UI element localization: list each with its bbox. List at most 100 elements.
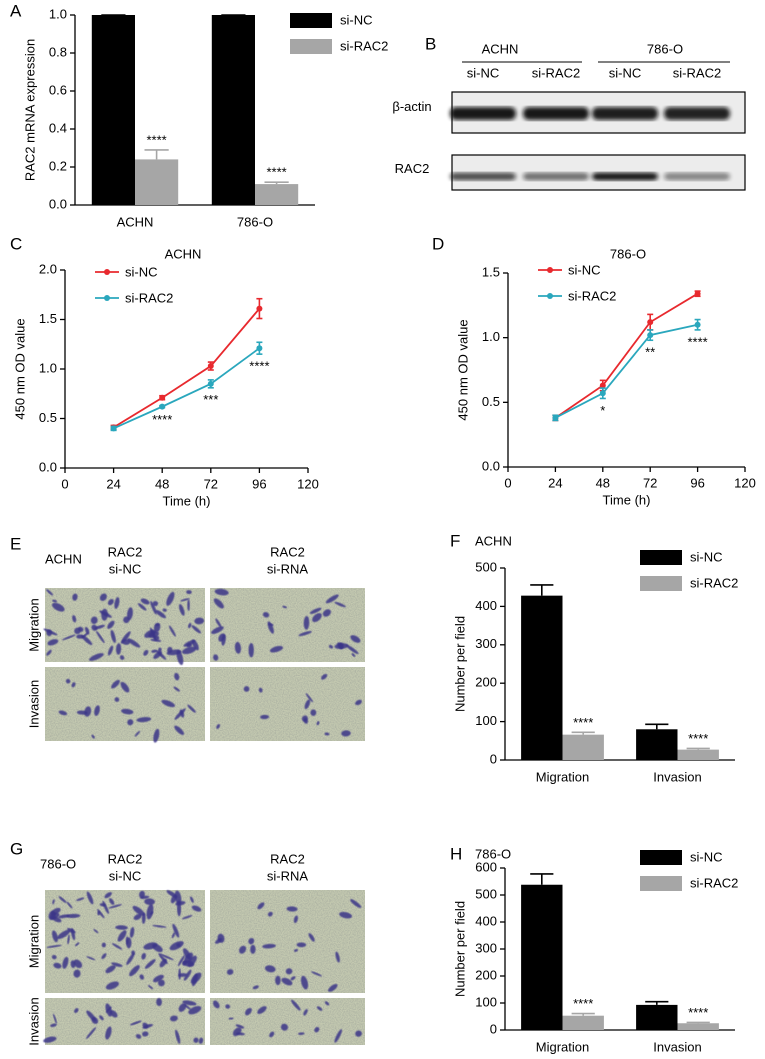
blot-band [592, 107, 658, 120]
y-tick-label: 0.4 [49, 120, 67, 135]
cell [345, 644, 359, 655]
cell [114, 697, 120, 702]
bar [562, 1015, 604, 1030]
row-label: Invasion [26, 997, 41, 1045]
cell [105, 965, 116, 974]
legend-label: si-RAC2 [125, 290, 173, 305]
y-tick-label: 1.5 [482, 264, 500, 279]
cell [96, 631, 105, 644]
cell [228, 1017, 234, 1020]
blot-band [523, 172, 589, 181]
bar [677, 1023, 719, 1030]
cell [293, 915, 298, 924]
cell [290, 999, 301, 1011]
x-tick-label: 0 [504, 475, 511, 490]
y-tick-label: 1.0 [39, 360, 57, 375]
cell [143, 649, 149, 656]
blot-row-label: β-actin [392, 99, 431, 114]
cell [324, 1001, 330, 1006]
significance: **** [249, 359, 269, 374]
cell [183, 948, 191, 960]
cell [213, 598, 224, 609]
cell [262, 612, 270, 618]
cell [129, 926, 135, 938]
legend-swatch [640, 850, 682, 865]
cell [144, 898, 155, 905]
cell [105, 1026, 112, 1040]
cell [234, 641, 242, 654]
cell [221, 634, 226, 646]
bar [677, 749, 719, 760]
cell [355, 1030, 362, 1037]
cell [152, 924, 167, 928]
bar [521, 595, 563, 760]
cell [262, 943, 276, 949]
cell [52, 899, 55, 905]
y-axis-label: 450 nm OD value [12, 318, 27, 419]
cell [90, 616, 98, 625]
cell [76, 634, 84, 639]
cell [135, 1034, 142, 1039]
cell [147, 984, 154, 990]
cell [290, 976, 296, 981]
cell [50, 907, 61, 916]
cell [115, 925, 128, 930]
blot-lane: si-RAC2 [673, 65, 721, 80]
cell [51, 930, 58, 943]
cell [350, 899, 362, 908]
cell [169, 941, 184, 951]
cell [114, 597, 120, 609]
cell [187, 599, 190, 612]
cell [334, 601, 347, 608]
bar [91, 15, 135, 205]
cell [58, 710, 68, 716]
cell [86, 891, 94, 905]
cell [153, 728, 160, 743]
blot-band [450, 172, 516, 181]
cell [65, 678, 71, 684]
x-axis-label: Time (h) [603, 492, 651, 507]
cell [141, 952, 146, 960]
cell [191, 905, 202, 912]
cell [322, 609, 331, 617]
cell [250, 944, 256, 954]
y-tick-label: 0.5 [39, 410, 57, 425]
x-tick-label: 48 [155, 476, 169, 491]
cell [314, 1026, 320, 1033]
marker [207, 380, 214, 387]
cell [155, 610, 166, 619]
cell [121, 708, 134, 715]
cell [188, 1005, 202, 1015]
cell [351, 653, 356, 657]
column-header: si-NC [109, 561, 142, 576]
cell [57, 929, 71, 940]
cell [269, 1031, 275, 1038]
marker [552, 414, 559, 421]
y-tick-label: 100 [475, 713, 497, 728]
y-tick-label: 500 [475, 559, 497, 574]
cell [62, 956, 69, 969]
cell [328, 644, 334, 649]
cell [174, 672, 180, 681]
cell [123, 616, 130, 624]
micrograph-grain [210, 588, 365, 662]
y-tick-label: 1.0 [49, 6, 67, 21]
legend-marker [104, 295, 110, 301]
cell [61, 634, 76, 641]
legend-swatch [640, 576, 682, 591]
cell [211, 626, 224, 634]
blot-lane: si-NC [609, 65, 642, 80]
cell [146, 903, 154, 920]
cell [298, 631, 312, 637]
bar [255, 184, 299, 205]
cell [312, 613, 322, 623]
cell [257, 1006, 267, 1015]
y-tick-label: 0 [490, 751, 497, 766]
cell [285, 968, 293, 975]
cell [136, 717, 152, 723]
cell [182, 646, 197, 655]
cell [166, 890, 178, 898]
legend-swatch [640, 550, 682, 565]
y-tick-label: 500 [475, 886, 497, 901]
cell [248, 642, 254, 658]
